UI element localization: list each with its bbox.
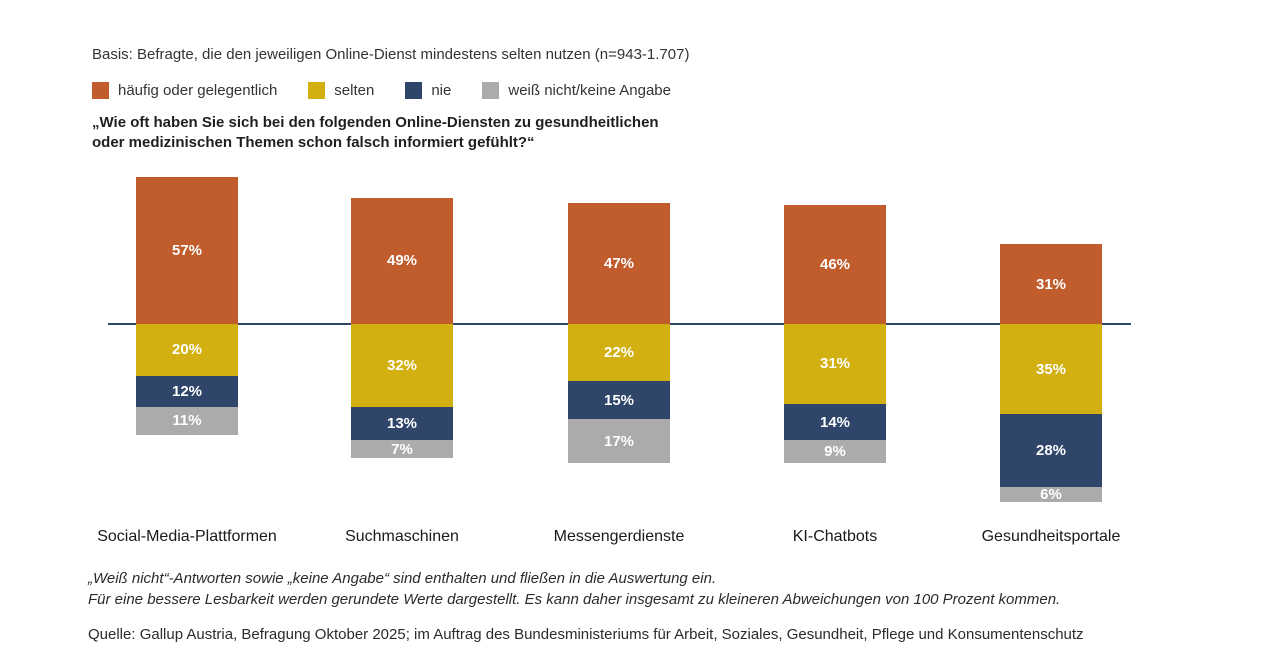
bar-segment: 9%: [784, 440, 886, 464]
bar-segment: 7%: [351, 440, 453, 459]
legend-item-weiss-nicht: weiß nicht/keine Angabe: [482, 82, 671, 99]
bar-segment: 32%: [351, 323, 453, 407]
source-note: Quelle: Gallup Austria, Befragung Oktobe…: [88, 626, 1084, 643]
baseline-axis: [108, 323, 1131, 325]
bar-segment: 31%: [1000, 244, 1102, 324]
bar-segment: 6%: [1000, 485, 1102, 503]
bar-segment: 13%: [351, 406, 453, 441]
bar-segment: 31%: [784, 323, 886, 404]
bar-value-label: 17%: [603, 432, 635, 450]
bar-segment: 15%: [568, 380, 670, 420]
footnote-line2: Für eine bessere Lesbarkeit werden gerun…: [88, 591, 1061, 608]
footnote-line1: „Weiß nicht“-Antworten sowie „keine Anga…: [88, 570, 717, 587]
bar-social-media-plattformen: 57% 20% 12% 11%: [136, 176, 238, 435]
bar-value-label: 12%: [171, 382, 203, 400]
bar-messengerdienste: 47% 22% 15% 17%: [568, 202, 670, 464]
footnote: „Weiß nicht“-Antworten sowie „keine Anga…: [88, 568, 1060, 610]
bar-value-label: 49%: [386, 252, 418, 270]
bar-value-label: 31%: [1035, 275, 1067, 293]
bar-value-label: 47%: [603, 254, 635, 272]
basis-note: Basis: Befragte, die den jeweiligen Onli…: [92, 46, 690, 63]
bar-segment: 12%: [136, 375, 238, 407]
bar-value-label: 15%: [603, 391, 635, 409]
category-label: Gesundheitsportale: [981, 528, 1121, 545]
legend-label: nie: [431, 82, 452, 99]
bar-segment: 14%: [784, 403, 886, 441]
bar-value-label: 9%: [824, 443, 846, 461]
bar-value-label: 28%: [1035, 441, 1067, 459]
legend-label: häufig oder gelegentlich: [118, 82, 278, 99]
legend: häufig oder gelegentlich selten nie weiß…: [92, 82, 671, 99]
bar-value-label: 46%: [819, 256, 851, 274]
bar-value-label: 7%: [391, 440, 413, 458]
bar-value-label: 14%: [819, 413, 851, 431]
category-label: KI-Chatbots: [792, 528, 878, 545]
bar-segment: 28%: [1000, 414, 1102, 487]
bar-value-label: 32%: [386, 356, 418, 374]
bar-value-label: 57%: [171, 241, 203, 259]
bar-segment: 49%: [351, 197, 453, 324]
bar-segment: 22%: [568, 323, 670, 381]
bar-value-label: 20%: [171, 341, 203, 359]
legend-label: selten: [334, 82, 375, 99]
legend-item-haeufig-oder-gelegentlich: häufig oder gelegentlich: [92, 82, 277, 99]
category-label: Social-Media-Plattformen: [97, 528, 277, 545]
bar-value-label: 11%: [172, 412, 202, 430]
bar-segment: 20%: [136, 323, 238, 376]
chart-question: „Wie oft haben Sie sich bei den folgende…: [92, 113, 659, 153]
bar-value-label: 13%: [386, 414, 418, 432]
legend-item-selten: selten: [308, 82, 374, 99]
legend-label: weiß nicht/keine Angabe: [508, 82, 671, 99]
bar-segment: 46%: [784, 205, 886, 324]
bar-ki-chatbots: 46% 31% 14% 9%: [784, 205, 886, 464]
bar-value-label: 35%: [1035, 360, 1067, 378]
category-label: Suchmaschinen: [345, 528, 459, 545]
category-label: Messengerdienste: [553, 528, 685, 545]
bar-suchmaschinen: 49% 32% 13% 7%: [351, 197, 453, 459]
bar-gesundheitsportale: 31% 35% 28% 6%: [1000, 244, 1102, 502]
bar-segment: 17%: [568, 419, 670, 464]
chart-question-line1: „Wie oft haben Sie sich bei den folgende…: [92, 114, 659, 131]
bar-segment: 11%: [136, 406, 238, 435]
chart-question-line2: oder medizinischen Themen schon falsch i…: [92, 134, 535, 151]
legend-swatch-selten-icon: [308, 82, 326, 99]
legend-swatch-haeufig-icon: [92, 82, 109, 99]
legend-swatch-weiss-nicht-icon: [482, 82, 500, 99]
legend-swatch-nie-icon: [405, 82, 423, 99]
legend-item-nie: nie: [405, 82, 451, 99]
bar-segment: 47%: [568, 202, 670, 324]
bar-segment: 57%: [136, 176, 238, 324]
bar-value-label: 31%: [819, 355, 851, 373]
bar-value-label: 22%: [603, 343, 635, 361]
bar-segment: 35%: [1000, 323, 1102, 415]
bar-value-label: 6%: [1040, 485, 1062, 503]
